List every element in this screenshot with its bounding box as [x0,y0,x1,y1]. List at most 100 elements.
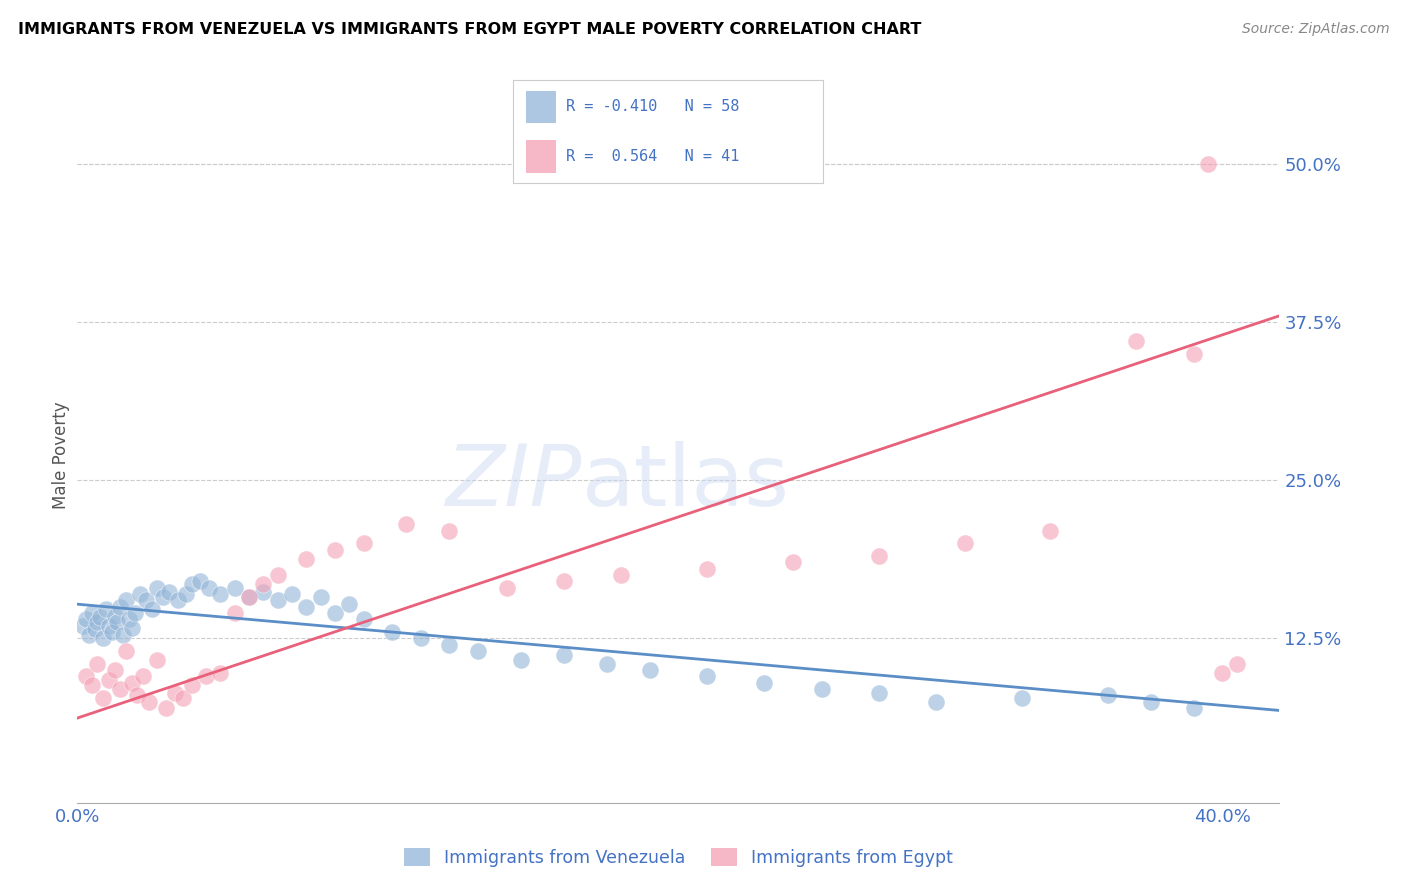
Point [97,673,120,687]
Point [75,612,97,626]
Point [115,593,138,607]
Point [91,690,114,705]
Point [77,627,100,641]
Point [810,681,832,696]
Point [1139,695,1161,709]
Point [754,675,776,690]
Point [224,606,246,620]
Point [172,690,194,705]
Y-axis label: Male Poverty: Male Poverty [52,401,70,508]
Text: atlas: atlas [582,442,790,524]
Point [146,581,169,595]
Text: IMMIGRANTS FROM VENEZUELA VS IMMIGRANTS FROM EGYPT MALE POVERTY CORRELATION CHAR: IMMIGRANTS FROM VENEZUELA VS IMMIGRANTS … [18,22,922,37]
Point [1039,524,1062,538]
Point [132,669,155,683]
Point [100,625,122,640]
Point [353,536,375,550]
Point [953,536,976,550]
Point [97,618,120,632]
Point [252,577,274,591]
Point [141,602,163,616]
Point [596,657,619,671]
Legend: Immigrants from Venezuela, Immigrants from Egypt: Immigrants from Venezuela, Immigrants fr… [396,841,960,874]
Point [110,599,132,614]
Point [155,701,177,715]
Point [86,615,108,629]
Point [180,577,202,591]
Point [696,562,718,576]
Point [110,681,132,696]
Point [80,678,103,692]
Point [353,612,375,626]
Point [72,618,94,632]
Point [180,678,202,692]
Point [112,627,135,641]
Point [195,669,218,683]
Point [121,621,143,635]
Point [1125,334,1147,348]
Point [198,581,221,595]
Point [190,574,212,589]
Bar [526,91,557,123]
Point [295,599,318,614]
Point [163,686,186,700]
Point [146,653,169,667]
Point [157,584,180,599]
Point [337,597,360,611]
Point [115,644,138,658]
Point [409,632,432,646]
Point [323,542,346,557]
Point [782,556,804,570]
Text: Source: ZipAtlas.com: Source: ZipAtlas.com [1241,22,1389,37]
Point [381,625,404,640]
Point [91,632,114,646]
Point [75,669,97,683]
Point [121,675,143,690]
Point [1097,688,1119,702]
Point [89,610,111,624]
Point [209,587,232,601]
Point [1011,690,1033,705]
Bar [526,140,557,173]
Point [395,517,418,532]
Point [138,695,160,709]
Point [868,686,890,700]
Text: ZIP: ZIP [446,442,582,524]
Point [281,587,304,601]
Point [166,593,188,607]
Point [323,606,346,620]
Point [80,606,103,620]
Point [295,551,318,566]
Point [439,524,461,538]
Point [107,615,129,629]
Point [696,669,718,683]
Point [1225,657,1247,671]
Point [267,568,290,582]
Point [309,590,332,604]
Point [94,602,117,616]
Point [510,653,533,667]
Point [1182,701,1205,715]
Point [925,695,948,709]
Point [135,593,157,607]
Point [103,663,125,677]
Point [127,688,149,702]
Point [467,644,489,658]
Point [224,581,246,595]
Point [1197,157,1219,171]
Point [118,612,141,626]
Point [868,549,890,563]
Point [553,574,575,589]
Point [495,581,517,595]
Point [553,648,575,662]
Point [267,593,290,607]
Point [86,657,108,671]
Point [610,568,633,582]
Point [129,587,152,601]
Text: R =  0.564   N = 41: R = 0.564 N = 41 [565,149,740,164]
Text: R = -0.410   N = 58: R = -0.410 N = 58 [565,99,740,114]
Point [1182,347,1205,361]
Point [124,606,146,620]
Point [152,590,174,604]
Point [439,638,461,652]
